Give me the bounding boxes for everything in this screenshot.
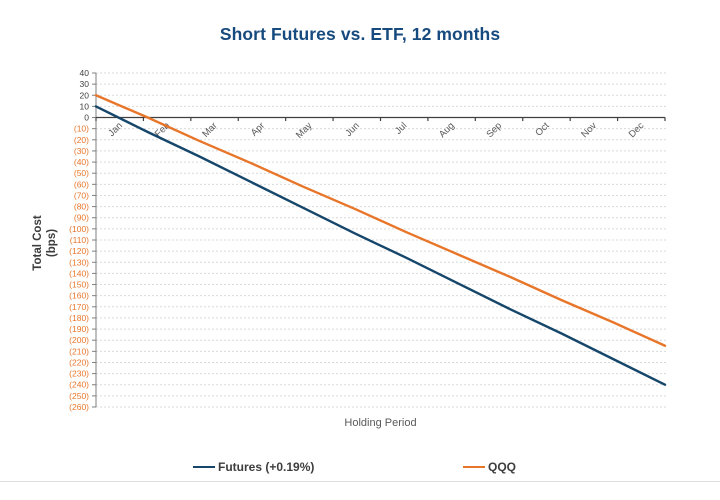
svg-text:(240): (240): [69, 380, 89, 390]
svg-text:(230): (230): [69, 369, 89, 379]
svg-text:(110): (110): [70, 235, 89, 245]
y-gridlines: [96, 72, 667, 408]
series-line-futures: [94, 105, 667, 386]
svg-text:(150): (150): [69, 280, 89, 290]
svg-text:10: 10: [80, 101, 90, 111]
svg-text:(120): (120): [69, 246, 89, 256]
svg-text:Aug: Aug: [437, 120, 457, 140]
svg-text:(20): (20): [74, 135, 89, 145]
svg-text:Oct: Oct: [533, 120, 551, 138]
svg-text:Jan: Jan: [106, 120, 125, 139]
svg-text:(70): (70): [74, 190, 89, 200]
chart-title: Short Futures vs. ETF, 12 months: [219, 24, 501, 44]
svg-text:Apr: Apr: [249, 120, 267, 138]
svg-text:Mar: Mar: [200, 120, 219, 139]
svg-text:(210): (210): [69, 346, 89, 356]
x-tick-labels: Jan Feb Mar Apr May Jun Jul Aug Sep Oct Nov Dec: [106, 120, 646, 141]
svg-text:(220): (220): [69, 357, 89, 367]
svg-text:(180): (180): [69, 313, 89, 323]
svg-text:(90): (90): [74, 213, 89, 223]
svg-text:20: 20: [80, 90, 90, 100]
svg-text:(170): (170): [69, 302, 89, 312]
svg-text:(60): (60): [74, 179, 89, 189]
svg-text:(80): (80): [74, 202, 89, 212]
svg-text:(100): (100): [69, 224, 89, 234]
legend-label-futures: Futures (+0.19%): [218, 460, 315, 474]
svg-text:(200): (200): [69, 335, 89, 345]
svg-text:May: May: [294, 120, 315, 141]
svg-text:Jul: Jul: [393, 120, 409, 136]
x-axis-line: [95, 116, 666, 122]
svg-text:30: 30: [80, 79, 90, 89]
legend-item-qqq: QQQ: [463, 457, 516, 477]
bottom-divider: [0, 481, 720, 482]
legend-label-qqq: QQQ: [488, 460, 517, 474]
svg-text:(140): (140): [69, 268, 89, 278]
svg-text:(30): (30): [74, 146, 89, 156]
svg-text:Jun: Jun: [343, 120, 362, 139]
svg-text:Nov: Nov: [579, 120, 599, 140]
svg-text:(190): (190): [69, 324, 89, 334]
svg-text:Dec: Dec: [627, 120, 647, 140]
svg-text:Sep: Sep: [484, 120, 504, 140]
series-line-qqq: [94, 94, 667, 347]
svg-text:40: 40: [80, 68, 90, 78]
svg-text:(260): (260): [69, 402, 89, 412]
qqq-line-swatch: [463, 465, 485, 469]
futures-line-swatch: [193, 465, 215, 469]
svg-text:(10): (10): [74, 124, 89, 134]
svg-text:0: 0: [84, 113, 89, 123]
svg-text:(160): (160): [69, 291, 89, 301]
svg-text:(250): (250): [69, 391, 89, 401]
legend-item-futures: Futures (+0.19%): [193, 457, 314, 477]
svg-text:(130): (130): [69, 257, 89, 267]
legend: Futures (+0.19%) QQQ: [0, 457, 720, 477]
svg-text:(50): (50): [74, 168, 89, 178]
x-axis-title: Holding Period: [344, 417, 417, 429]
y-axis-line: [92, 72, 97, 408]
svg-text:(40): (40): [74, 157, 89, 167]
